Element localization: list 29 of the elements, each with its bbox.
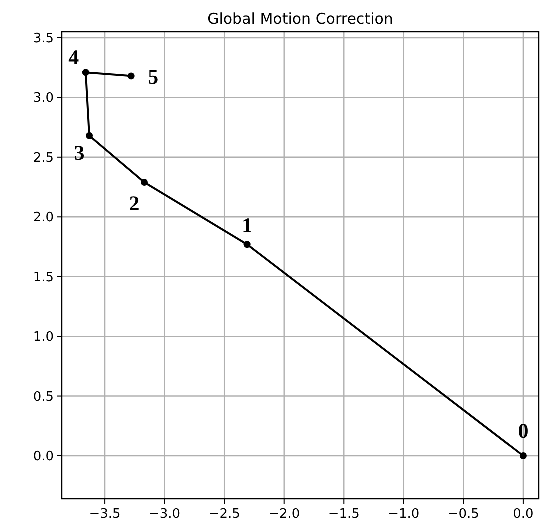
annotation: 0 bbox=[518, 419, 529, 444]
y-tick-label: 3.5 bbox=[33, 31, 54, 46]
x-tick-label: −1.5 bbox=[328, 507, 360, 522]
y-tick-label: 1.5 bbox=[33, 270, 54, 286]
point bbox=[128, 72, 135, 80]
point bbox=[244, 241, 251, 248]
y-tick-label: 2.5 bbox=[33, 150, 54, 166]
point bbox=[82, 69, 90, 76]
x-tick-label: −2.5 bbox=[208, 507, 240, 522]
x-tick-label: −1.0 bbox=[388, 507, 420, 522]
y-tick-label: 2.0 bbox=[33, 210, 54, 226]
y-tick-label: 3.0 bbox=[33, 91, 54, 106]
annotation: 2 bbox=[129, 191, 140, 216]
x-tick-label: −2.0 bbox=[268, 507, 300, 522]
y-tick-label: 0.5 bbox=[33, 390, 54, 405]
annotation: 3 bbox=[74, 140, 85, 165]
point bbox=[520, 452, 527, 460]
point bbox=[140, 178, 148, 186]
annotation: 4 bbox=[68, 46, 80, 70]
x-tick-label: 0.0 bbox=[513, 507, 534, 522]
y-tick-label: 0.0 bbox=[33, 450, 54, 465]
annotation: 5 bbox=[148, 65, 159, 90]
y-tick-label: 1.0 bbox=[33, 330, 54, 346]
x-tick-label: −3.0 bbox=[149, 507, 181, 522]
x-tick-label: −3.5 bbox=[89, 507, 121, 522]
point bbox=[86, 132, 93, 140]
chart-title: Global Motion Correction bbox=[208, 10, 394, 28]
annotation: 1 bbox=[242, 214, 253, 238]
x-tick-label: −0.5 bbox=[448, 507, 480, 522]
